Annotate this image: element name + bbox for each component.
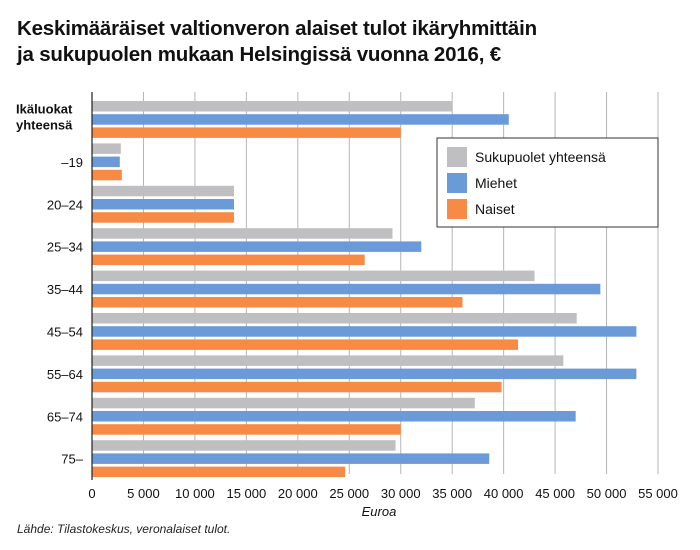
bar — [92, 466, 346, 478]
x-tick-label: 30 000 — [381, 486, 421, 501]
legend-label: Sukupuolet yhteensä — [475, 149, 606, 165]
category-label: 20–24 — [47, 197, 83, 212]
x-tick-label: 55 000 — [638, 486, 678, 501]
bar — [92, 440, 396, 451]
legend-swatch — [447, 199, 467, 219]
chart-title-line-1: Keskimääräiset valtionveron alaiset tulo… — [17, 17, 537, 40]
bar — [92, 283, 601, 295]
category-label: yhteensä — [16, 117, 73, 132]
bar — [92, 101, 453, 112]
x-axis-label: Euroa — [362, 504, 397, 519]
category-label: 75– — [61, 452, 83, 467]
bar — [92, 185, 235, 197]
bar — [92, 270, 535, 282]
bar — [92, 297, 463, 308]
category-label: 35–44 — [47, 282, 83, 297]
x-tick-label: 5 000 — [127, 486, 160, 501]
x-tick-label: 10 000 — [175, 486, 215, 501]
x-tick-label: 15 000 — [226, 486, 266, 501]
bar — [92, 368, 637, 380]
x-tick-label: 35 000 — [432, 486, 472, 501]
bar — [92, 381, 502, 393]
bar — [92, 254, 365, 266]
bar — [92, 127, 401, 138]
category-label: 25–34 — [47, 240, 83, 255]
legend-swatch — [447, 147, 467, 167]
bar — [92, 411, 576, 422]
category-label: 45–54 — [47, 324, 83, 339]
bar — [92, 114, 509, 125]
chart-title-line-2: ja sukupuolen mukaan Helsingissä vuonna … — [17, 43, 501, 66]
bar — [92, 228, 393, 239]
x-tick-label: 0 — [88, 486, 95, 501]
legend-box — [436, 137, 659, 228]
bar — [92, 169, 122, 181]
bar — [92, 212, 235, 223]
bar — [92, 453, 490, 464]
x-tick-label: 45 000 — [535, 486, 575, 501]
bar — [92, 156, 120, 168]
legend-label: Naiset — [475, 201, 515, 217]
x-tick-label: 25 000 — [329, 486, 369, 501]
legend-swatch — [447, 173, 467, 193]
bar — [92, 326, 637, 337]
x-tick-label: 40 000 — [484, 486, 524, 501]
chart-title: Keskimääräiset valtionveron alaiset tulo… — [17, 16, 677, 68]
category-label: –19 — [61, 155, 83, 170]
source-note: Lähde: Tilastokeskus, veronalaiset tulot… — [17, 522, 231, 536]
bar — [92, 241, 422, 252]
bar — [92, 143, 121, 154]
bar — [92, 339, 519, 350]
bar — [92, 313, 577, 324]
category-label: 55–64 — [47, 367, 83, 382]
bar — [92, 397, 475, 409]
x-tick-label: 50 000 — [587, 486, 627, 501]
category-label: 65–74 — [47, 409, 83, 424]
bar — [92, 199, 235, 210]
legend-label: Miehet — [475, 175, 517, 191]
bar — [92, 424, 401, 435]
x-tick-label: 20 000 — [278, 486, 318, 501]
category-label: Ikäluokat — [16, 101, 73, 116]
bar — [92, 355, 564, 366]
